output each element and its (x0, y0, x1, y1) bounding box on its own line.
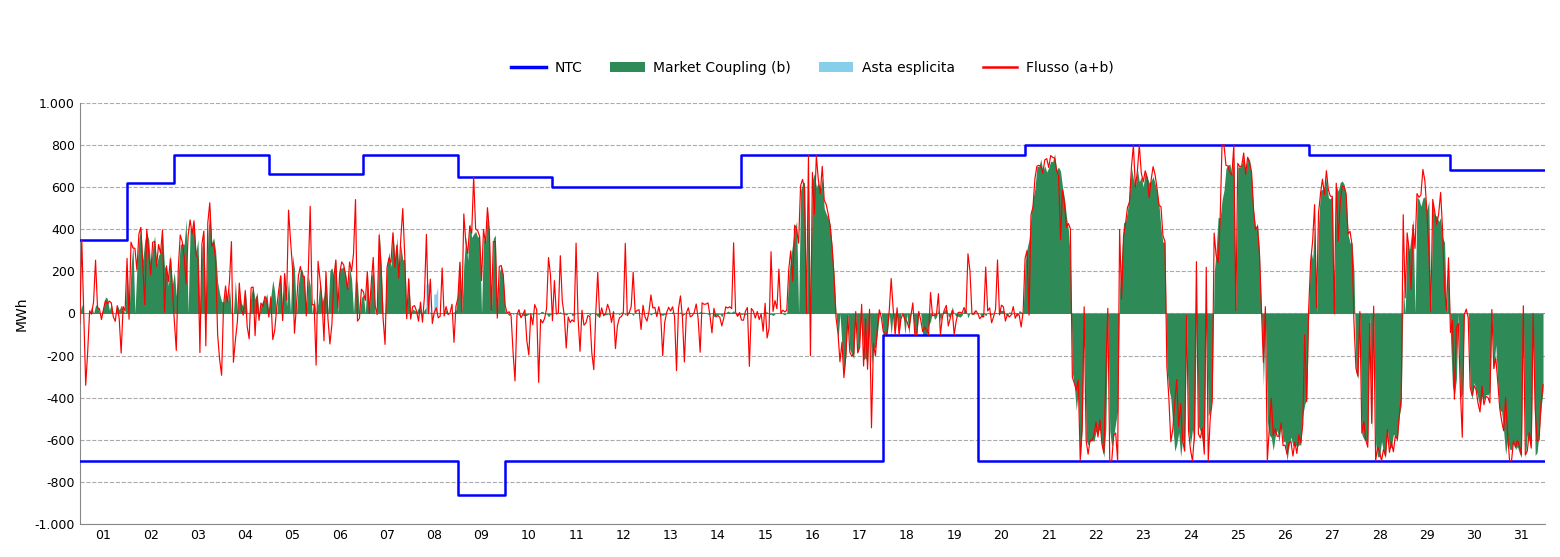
Legend: NTC, Market Coupling (b), Asta esplicita, Flusso (a+b): NTC, Market Coupling (b), Asta esplicita… (505, 55, 1119, 80)
Y-axis label: MWh: MWh (16, 296, 30, 331)
